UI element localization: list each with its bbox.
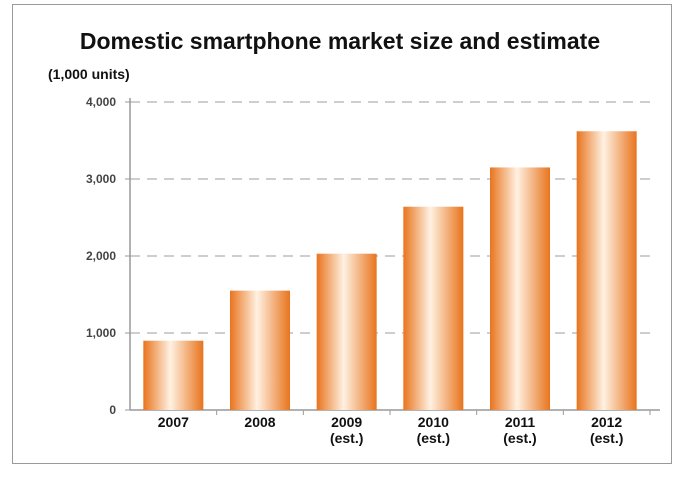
y-tick-label: 0 (109, 403, 116, 417)
y-tick-label: 3,000 (86, 172, 116, 186)
y-axis-unit-label: (1,000 units) (48, 66, 130, 82)
x-tick-note: (est.) (330, 430, 363, 446)
x-tick-note: (est.) (417, 430, 450, 446)
x-tick-note: (est.) (503, 430, 536, 446)
x-tick-label: 2010 (418, 414, 449, 430)
bar (143, 340, 204, 410)
x-tick-note: (est.) (590, 430, 623, 446)
bar (230, 290, 290, 410)
grid-lines (130, 101, 650, 334)
bar (316, 253, 377, 410)
x-tick-label: 2009 (331, 414, 362, 430)
y-tick-label: 2,000 (86, 249, 116, 263)
y-tick-label: 1,000 (86, 326, 116, 340)
bar (403, 206, 464, 410)
bar (490, 167, 550, 410)
bar (576, 131, 637, 410)
x-tick-label: 2007 (158, 414, 189, 430)
bars (143, 131, 637, 410)
x-tick-label: 2012 (591, 414, 622, 430)
chart-title: Domestic smartphone market size and esti… (79, 28, 601, 54)
x-tick-label: 2008 (244, 414, 275, 430)
x-tick-label: 2011 (505, 414, 536, 430)
axes (125, 98, 660, 415)
y-tick-label: 4,000 (86, 95, 116, 109)
